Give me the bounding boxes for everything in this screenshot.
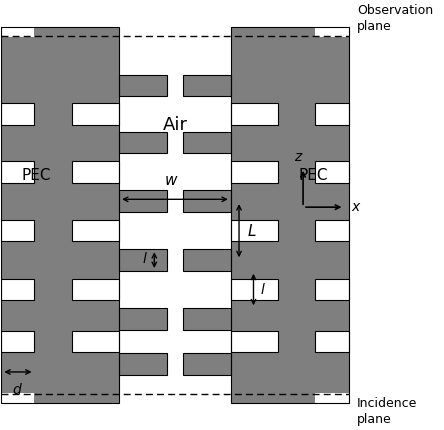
Bar — [119, 353, 166, 375]
Bar — [119, 75, 166, 96]
Bar — [119, 27, 231, 403]
Bar — [1, 331, 35, 352]
Bar — [316, 393, 349, 403]
Text: $w$: $w$ — [163, 172, 178, 187]
Bar — [1, 279, 35, 300]
Bar — [119, 132, 166, 153]
Bar — [119, 190, 166, 212]
Bar — [183, 353, 231, 375]
Bar — [183, 308, 231, 330]
Bar — [71, 220, 119, 242]
Bar — [1, 103, 35, 125]
Bar — [1, 393, 35, 403]
Bar — [316, 220, 349, 242]
Bar — [231, 103, 278, 125]
Bar — [231, 279, 278, 300]
Bar — [183, 132, 231, 153]
Bar — [1, 27, 119, 403]
Bar — [71, 161, 119, 183]
Bar — [231, 220, 278, 242]
Bar — [1, 220, 35, 242]
Bar — [231, 161, 278, 183]
Bar — [316, 161, 349, 183]
Bar — [1, 220, 35, 242]
Bar — [231, 331, 278, 352]
Bar — [183, 75, 231, 96]
Bar — [316, 279, 349, 300]
Text: $d$: $d$ — [12, 382, 24, 397]
Text: Incidence
plane: Incidence plane — [357, 397, 417, 427]
Bar — [316, 279, 349, 300]
Bar — [316, 331, 349, 352]
Text: $z$: $z$ — [294, 150, 304, 164]
Bar — [1, 27, 35, 37]
Text: $l$: $l$ — [260, 282, 266, 297]
Bar — [1, 161, 35, 183]
Bar — [316, 103, 349, 125]
Bar — [71, 161, 119, 183]
Text: PEC: PEC — [298, 168, 328, 183]
Bar — [231, 331, 278, 352]
Bar — [1, 279, 35, 300]
Bar — [231, 27, 349, 403]
Bar — [71, 103, 119, 125]
Bar — [119, 308, 166, 330]
Text: PEC: PEC — [22, 168, 52, 183]
Bar — [1, 27, 119, 403]
Text: $l$: $l$ — [143, 251, 148, 266]
Bar — [71, 279, 119, 300]
Bar — [183, 249, 231, 271]
Bar — [316, 161, 349, 183]
Bar — [316, 220, 349, 242]
Bar — [231, 220, 278, 242]
Bar — [231, 27, 349, 403]
Text: $x$: $x$ — [351, 200, 361, 214]
Bar — [183, 190, 231, 212]
Bar — [231, 103, 278, 125]
Text: Observation
plane: Observation plane — [357, 3, 433, 33]
Bar — [71, 331, 119, 352]
Bar — [316, 103, 349, 125]
Bar — [71, 103, 119, 125]
Bar — [1, 331, 35, 352]
Bar — [1, 103, 35, 125]
Bar — [231, 161, 278, 183]
Bar — [71, 279, 119, 300]
Bar — [316, 27, 349, 37]
Bar — [1, 161, 35, 183]
Bar — [316, 331, 349, 352]
Bar — [71, 331, 119, 352]
Bar — [119, 249, 166, 271]
Bar — [71, 220, 119, 242]
Bar — [231, 279, 278, 300]
Text: $L$: $L$ — [247, 223, 257, 239]
Text: Air: Air — [163, 116, 187, 134]
